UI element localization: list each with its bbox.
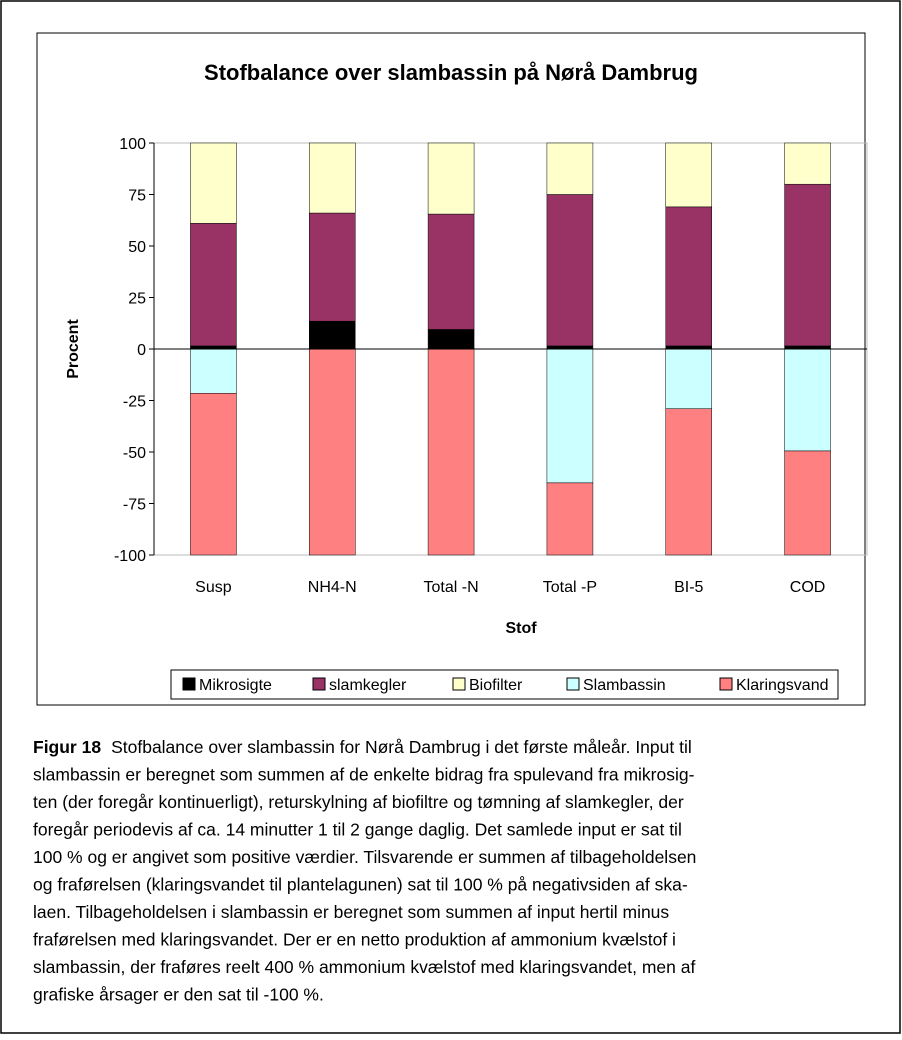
caption-line: ten (der foregår kontinuerligt), retursk… (33, 792, 684, 812)
bar-segment (546, 194, 594, 347)
caption-line: slambassin, der fraføres reelt 400 % amm… (33, 957, 695, 977)
bar-segment (427, 348, 475, 556)
bar-segment (665, 142, 712, 208)
bar-segment (309, 320, 356, 350)
bar-segment (784, 183, 831, 347)
legend-label: Biofilter (469, 677, 523, 694)
legend-swatch (452, 677, 466, 691)
legend-swatch (182, 677, 196, 691)
bar-segment (190, 393, 237, 556)
x-tick-label: COD (790, 579, 826, 596)
y-tick-label: 50 (128, 239, 146, 256)
x-tick-label: Total -P (543, 579, 597, 596)
bar-segment (784, 450, 831, 556)
legend-label: slamkegler (329, 677, 407, 694)
y-tick-label: -100 (114, 548, 146, 565)
bar-segment (546, 482, 594, 556)
caption-line: laen. Tilbageholdelsen i slambassin er b… (33, 902, 669, 922)
bar-segment (190, 348, 237, 394)
legend-label: Slambassin (583, 677, 666, 694)
y-tick-label: -50 (123, 445, 146, 462)
bar-segment (665, 206, 712, 347)
y-tick-label: 100 (119, 136, 146, 153)
caption-line: grafiske årsager er den sat til -100 %. (33, 985, 324, 1005)
caption-line: fraførelsen med klaringsvandet. Der er e… (33, 930, 676, 950)
legend-swatch (566, 677, 580, 691)
x-tick-label: Susp (195, 579, 232, 596)
caption-label: Figur 18 (33, 737, 101, 757)
bar-segment (546, 142, 594, 195)
bar-segment (190, 142, 237, 224)
caption-line: 100 % og er angivet som positive værdier… (33, 847, 696, 867)
y-tick-label: 0 (137, 342, 146, 359)
caption-line: og fraførelsen (klaringsvandet til plant… (33, 875, 688, 895)
legend-label: Klaringsvand (736, 677, 829, 694)
bar-segment (309, 212, 356, 322)
y-axis-label: Procent (65, 319, 82, 379)
y-tick-label: 25 (128, 291, 146, 308)
bar-segment (427, 142, 475, 215)
bar-segment (309, 348, 356, 556)
bar-segment (309, 142, 356, 214)
bar-segment (665, 348, 712, 409)
y-tick-label: 75 (128, 188, 146, 205)
bar-segment (784, 348, 831, 452)
caption-line: foregår periodevis af ca. 14 minutter 1 … (33, 820, 682, 840)
caption-line: Figur 18 Stofbalance over slambassin for … (33, 737, 692, 757)
legend-label: Mikrosigte (199, 677, 272, 694)
legend-swatch (719, 677, 733, 691)
bar-segment (784, 142, 831, 185)
chart-title: Stofbalance over slambassin på Nørå Damb… (204, 60, 698, 85)
x-tick-label: BI-5 (674, 579, 703, 596)
bar-segment (427, 213, 475, 330)
y-tick-label: -25 (123, 394, 146, 411)
y-tick-label: -75 (123, 497, 146, 514)
legend-swatch (312, 677, 326, 691)
x-tick-label: Total -N (424, 579, 479, 596)
caption: Figur 18 Stofbalance over slambassin for … (33, 737, 696, 1005)
caption-text: Stofbalance over slambassin for Nørå Dam… (111, 737, 692, 757)
bar-segment (190, 223, 237, 347)
bar-segment (665, 408, 712, 556)
bar-segment (546, 348, 594, 484)
x-axis-label: Stof (505, 620, 537, 637)
caption-line: slambassin er beregnet som summen af de … (33, 765, 695, 785)
bar-segment (427, 329, 475, 350)
x-tick-label: NH4-N (308, 579, 357, 596)
